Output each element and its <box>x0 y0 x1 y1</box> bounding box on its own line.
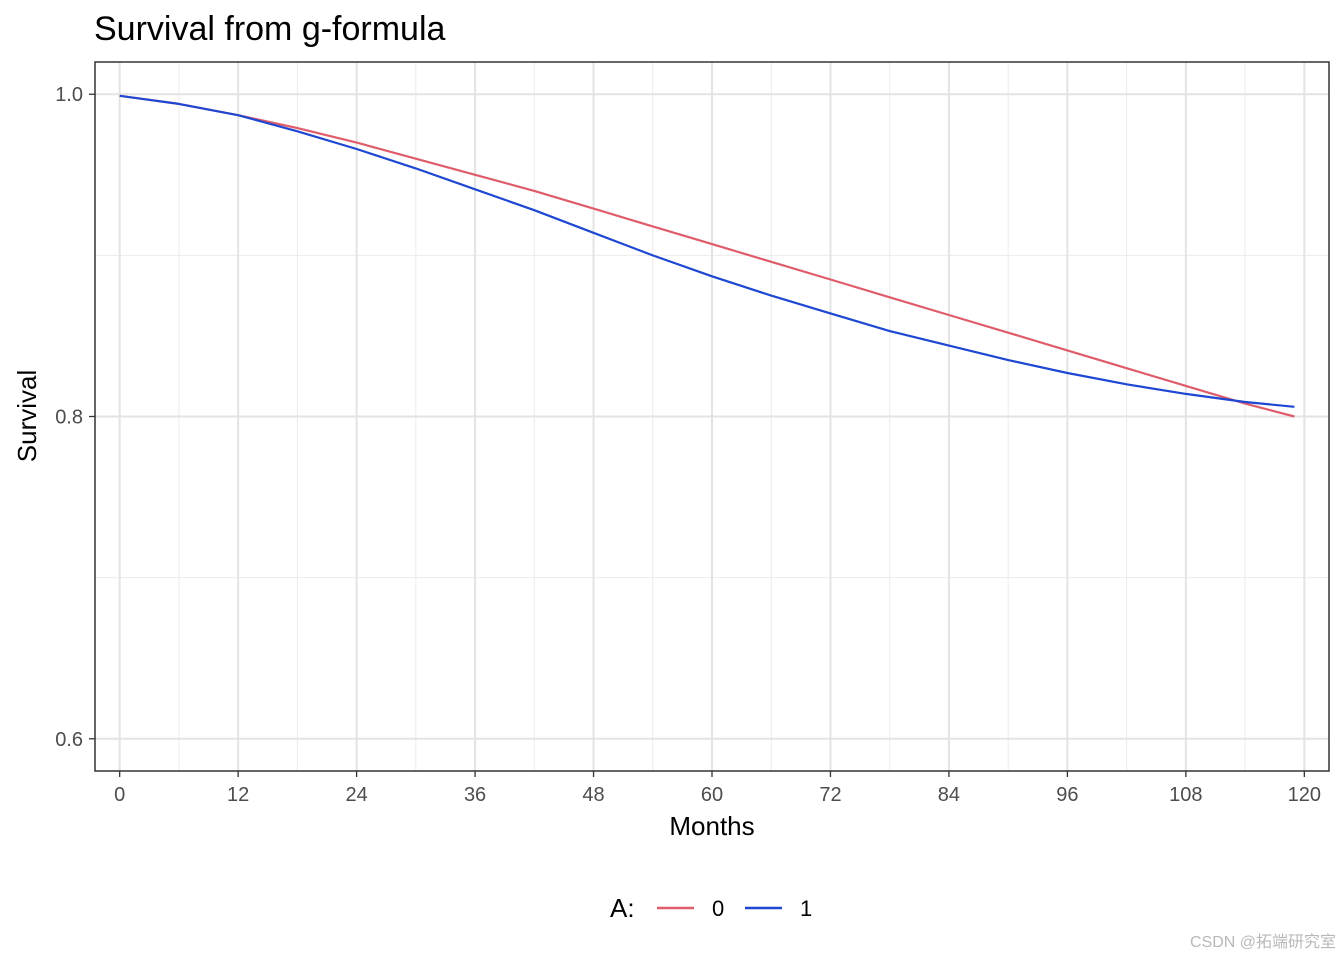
x-tick-label: 72 <box>819 784 841 806</box>
series-line-0 <box>119 94 1295 418</box>
series-lines <box>119 94 1295 418</box>
y-tick-label: 1.0 <box>55 84 83 106</box>
y-tick-label: 0.6 <box>55 729 83 751</box>
y-tick-label: 0.8 <box>55 407 83 429</box>
x-tick-label: 12 <box>227 784 249 806</box>
x-tick-label: 0 <box>114 784 125 806</box>
axes: 0 12 24 36 48 60 72 84 96 108 120 0.6 0.8 1.0 <box>55 84 1321 806</box>
legend-title: A: <box>610 893 635 923</box>
x-axis-title: Months <box>669 811 754 841</box>
legend-label-0: 0 <box>712 896 724 921</box>
x-tick-label: 60 <box>701 784 723 806</box>
watermark: CSDN @拓端研究室 <box>1189 934 1336 951</box>
series-line-1 <box>119 94 1295 408</box>
y-axis-title: Survival <box>12 370 42 462</box>
x-tick-label: 96 <box>1056 784 1078 806</box>
legend: A: 0 1 <box>610 893 812 923</box>
x-tick-label: 48 <box>582 784 604 806</box>
legend-label-1: 1 <box>800 896 812 921</box>
x-tick-label: 36 <box>464 784 486 806</box>
chart-title: Survival from g-formula <box>94 10 446 48</box>
x-tick-label: 108 <box>1169 784 1202 806</box>
gridlines <box>95 62 1329 771</box>
x-tick-label: 24 <box>345 784 367 806</box>
x-tick-label: 84 <box>938 784 960 806</box>
x-tick-label: 120 <box>1288 784 1321 806</box>
